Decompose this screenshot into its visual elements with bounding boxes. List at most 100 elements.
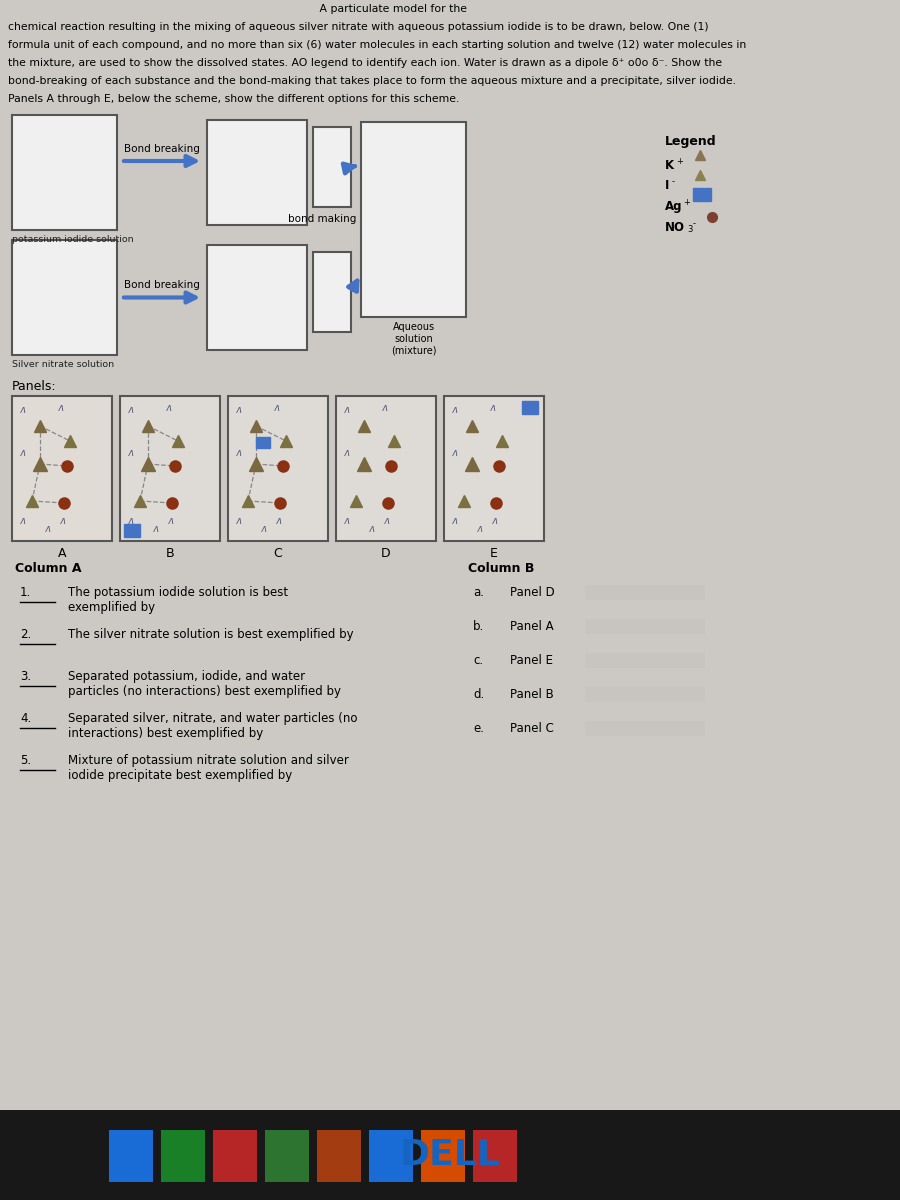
- Bar: [207, 120, 307, 226]
- Text: Panels:: Panels:: [12, 380, 57, 392]
- Text: +: +: [683, 198, 690, 206]
- Text: K: K: [665, 158, 674, 172]
- Text: v: v: [273, 401, 279, 410]
- Text: 1.: 1.: [20, 586, 32, 599]
- Bar: [313, 252, 351, 332]
- Text: v: v: [19, 446, 25, 456]
- Text: v: v: [343, 446, 349, 456]
- Text: v: v: [152, 522, 158, 532]
- Bar: [336, 396, 436, 541]
- Text: Panel B: Panel B: [510, 688, 554, 701]
- Bar: [120, 396, 220, 541]
- Text: c.: c.: [473, 654, 483, 667]
- Bar: [313, 127, 351, 206]
- Text: Column A: Column A: [15, 562, 82, 575]
- Text: d.: d.: [473, 688, 484, 701]
- Text: B: B: [166, 547, 175, 560]
- Text: The silver nitrate solution is best exemplified by: The silver nitrate solution is best exem…: [68, 628, 354, 641]
- Text: v: v: [489, 401, 495, 410]
- Text: Panels A through E, below the scheme, show the different options for this scheme: Panels A through E, below the scheme, sh…: [8, 94, 459, 104]
- Text: 4.: 4.: [20, 712, 32, 725]
- Text: v: v: [343, 514, 349, 524]
- Text: v: v: [44, 522, 50, 532]
- Bar: [317, 1130, 361, 1182]
- Text: Ag: Ag: [665, 200, 682, 214]
- Text: v: v: [57, 401, 63, 410]
- Text: e.: e.: [473, 722, 484, 734]
- Bar: [585, 584, 705, 600]
- Text: v: v: [19, 403, 25, 413]
- Bar: [585, 653, 705, 668]
- Bar: [585, 686, 705, 702]
- Text: v: v: [343, 403, 349, 413]
- Text: v: v: [476, 522, 482, 532]
- Bar: [207, 245, 307, 350]
- Bar: [228, 396, 328, 541]
- Bar: [161, 1130, 205, 1182]
- Text: v: v: [381, 401, 387, 410]
- Bar: [522, 401, 538, 414]
- Text: v: v: [275, 514, 281, 524]
- Text: Column B: Column B: [468, 562, 535, 575]
- Bar: [473, 1130, 517, 1182]
- Text: v: v: [491, 514, 497, 524]
- Text: b.: b.: [473, 620, 484, 634]
- Text: a.: a.: [473, 586, 484, 599]
- Bar: [12, 115, 117, 230]
- Text: bond making: bond making: [288, 215, 356, 224]
- Text: v: v: [235, 446, 241, 456]
- Text: A particulate model for the: A particulate model for the: [8, 4, 467, 14]
- Bar: [585, 619, 705, 634]
- Text: v: v: [260, 522, 265, 532]
- Text: 2.: 2.: [20, 628, 32, 641]
- Bar: [421, 1130, 465, 1182]
- Text: v: v: [167, 514, 173, 524]
- Text: v: v: [127, 446, 133, 456]
- Text: Panel C: Panel C: [510, 722, 554, 734]
- Text: Aqueous
solution
(mixture): Aqueous solution (mixture): [391, 322, 436, 355]
- Text: v: v: [127, 403, 133, 413]
- Text: 3.: 3.: [20, 670, 32, 683]
- Text: formula unit of each compound, and no more than six (6) water molecules in each : formula unit of each compound, and no mo…: [8, 40, 746, 50]
- Bar: [256, 437, 270, 448]
- Text: A: A: [58, 547, 67, 560]
- Bar: [12, 240, 117, 355]
- Text: v: v: [59, 514, 65, 524]
- Text: v: v: [235, 514, 241, 524]
- Text: DELL: DELL: [400, 1138, 500, 1172]
- Text: +: +: [676, 157, 683, 166]
- Bar: [0, 1110, 900, 1200]
- Text: v: v: [383, 514, 389, 524]
- Bar: [265, 1130, 309, 1182]
- Text: v: v: [451, 514, 457, 524]
- Text: Separated silver, nitrate, and water particles (no
interactions) best exemplifie: Separated silver, nitrate, and water par…: [68, 712, 357, 740]
- Text: v: v: [19, 514, 25, 524]
- Text: C: C: [274, 547, 283, 560]
- Bar: [361, 122, 466, 317]
- Bar: [124, 524, 140, 538]
- Text: v: v: [127, 514, 133, 524]
- Text: v: v: [368, 522, 373, 532]
- Text: E: E: [491, 547, 498, 560]
- Text: potassium iodide solution: potassium iodide solution: [12, 235, 133, 244]
- Text: v: v: [451, 446, 457, 456]
- Bar: [109, 1130, 153, 1182]
- Bar: [444, 396, 544, 541]
- Text: -: -: [672, 176, 675, 186]
- Text: the mixture, are used to show the dissolved states. AO legend to identify each i: the mixture, are used to show the dissol…: [8, 58, 722, 68]
- Text: 3: 3: [687, 226, 692, 234]
- Text: NO: NO: [665, 221, 685, 234]
- Text: v: v: [451, 403, 457, 413]
- Text: Silver nitrate solution: Silver nitrate solution: [12, 360, 114, 370]
- Text: v: v: [165, 401, 171, 410]
- Bar: [693, 188, 711, 200]
- Text: 5.: 5.: [20, 754, 32, 767]
- Text: The potassium iodide solution is best
exemplified by: The potassium iodide solution is best ex…: [68, 586, 288, 614]
- Bar: [369, 1130, 413, 1182]
- Text: Bond breaking: Bond breaking: [124, 144, 200, 154]
- Text: Bond breaking: Bond breaking: [124, 281, 200, 290]
- Text: Panel D: Panel D: [510, 586, 554, 599]
- Text: I: I: [665, 179, 670, 192]
- Text: Legend: Legend: [665, 134, 716, 148]
- Bar: [12, 396, 112, 541]
